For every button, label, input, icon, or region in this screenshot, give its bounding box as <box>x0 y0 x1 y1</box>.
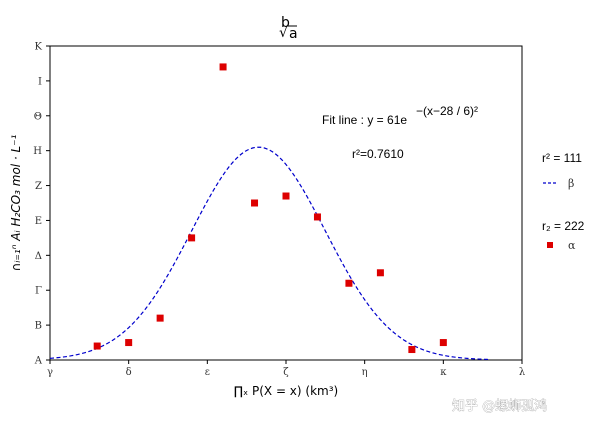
fit-line-series <box>49 146 491 361</box>
legend-line-label: β <box>568 177 574 190</box>
x-tick-label: η <box>362 367 368 378</box>
r2-annotation: r²=0.7610 <box>352 147 404 161</box>
x-tick-label: ε <box>205 367 210 378</box>
data-point <box>156 314 164 322</box>
y-tick-label: Γ <box>35 286 42 297</box>
legend-title-bottom: r₂ = 222 <box>542 219 585 233</box>
y-tick-label: A <box>34 356 43 367</box>
y-tick-label: K <box>35 42 43 53</box>
y-tick-label: Θ <box>34 111 42 122</box>
fit-line <box>49 146 491 361</box>
title-index: b <box>281 15 290 31</box>
data-point <box>282 192 290 200</box>
chart-title: b √ a <box>279 15 298 42</box>
data-point <box>125 339 133 347</box>
plot-frame <box>49 45 523 361</box>
y-axis: A B Γ Δ E Z H Θ I K <box>33 42 50 367</box>
legend-point-label: α <box>568 239 576 252</box>
svg-text:∩ᵢ₌₁ⁿ Aᵢ H₂CO₃ mol · L⁻¹: ∩ᵢ₌₁ⁿ Aᵢ H₂CO₃ mol · L⁻¹ <box>9 134 23 271</box>
y-tick-label: Δ <box>35 251 42 262</box>
points-series <box>93 63 447 354</box>
x-tick-label: γ <box>47 367 53 378</box>
data-point <box>219 63 227 71</box>
data-point <box>93 342 101 350</box>
legend-title-top: r² = 111 <box>542 151 582 165</box>
fit-line-label: Fit line : y = 61e <box>322 113 407 127</box>
data-point <box>376 269 384 277</box>
y-tick-label: B <box>35 321 42 332</box>
data-point <box>188 234 196 242</box>
data-point <box>408 346 416 354</box>
data-point <box>345 279 353 287</box>
x-axis-label: ∏ₓ P(X = x) (km³) <box>234 384 338 398</box>
x-tick-label: λ <box>519 367 526 378</box>
y-axis-label: ∩ᵢ₌₁ⁿ Aᵢ H₂CO₃ mol · L⁻¹ <box>9 134 23 271</box>
fit-line-exponent: −(x−28 / 6)² <box>416 104 478 118</box>
y-tick-label: H <box>33 146 42 157</box>
fit-annotation: Fit line : y = 61e −(x−28 / 6)² <box>322 104 478 127</box>
legend-point-key <box>547 242 553 248</box>
y-tick-label: Z <box>35 181 42 192</box>
watermark: 知乎 @螺蛳孤鸿 <box>452 398 547 414</box>
legend: r² = 111 β r₂ = 222 α <box>542 151 585 252</box>
x-tick-label: ζ <box>283 367 289 378</box>
x-tick-label: κ <box>440 367 447 378</box>
x-tick-label: δ <box>126 367 132 378</box>
data-point <box>251 199 259 207</box>
title-radical: √ <box>279 25 288 41</box>
y-tick-label: I <box>38 76 42 87</box>
y-tick-label: E <box>35 216 42 227</box>
title-radicand: a <box>289 26 298 42</box>
data-point <box>439 339 447 347</box>
data-point <box>313 213 321 221</box>
